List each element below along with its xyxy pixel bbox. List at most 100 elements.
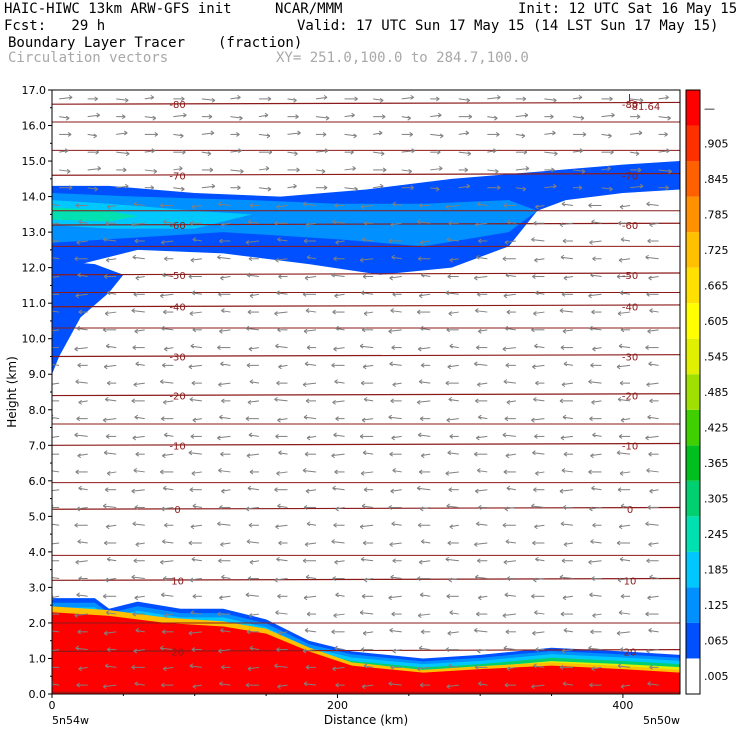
circulation-vector <box>132 611 145 617</box>
contour-label-right--30: -30 <box>622 352 638 363</box>
circulation-vector <box>52 558 60 563</box>
circulation-vector <box>230 148 242 154</box>
circulation-vector <box>160 379 174 385</box>
circulation-vector <box>474 451 488 457</box>
colorbar: .005 .065 .125 .185 .245 .305 .365 .425 .485 .545… <box>685 89 729 695</box>
circulation-vector <box>478 328 488 334</box>
circulation-vector <box>331 362 345 368</box>
circulation-vector <box>315 115 330 121</box>
circulation-vector <box>588 379 602 385</box>
circulation-vector <box>162 629 174 635</box>
circulation-vector <box>620 503 631 509</box>
circulation-vector <box>274 487 288 493</box>
circulation-vector <box>563 275 574 281</box>
circulation-vector <box>331 453 345 459</box>
circulation-vector <box>390 222 402 228</box>
circulation-vector <box>618 610 631 615</box>
y-tick-label: 7.0 <box>29 439 47 452</box>
circulation-vector <box>505 362 516 368</box>
circulation-vector <box>245 416 259 422</box>
valid-time: Valid: 17 UTC Sun 17 May 15 (14 LST Sun … <box>297 18 719 34</box>
circulation-vector <box>144 169 158 174</box>
circulation-vector <box>52 238 60 244</box>
circulation-vector <box>561 648 574 654</box>
circulation-vector <box>618 524 631 530</box>
circulation-vector <box>601 166 611 171</box>
circulation-vector <box>515 186 527 192</box>
circulation-vector <box>620 327 631 333</box>
circulation-vector <box>87 149 99 155</box>
circulation-vector <box>359 524 374 530</box>
circulation-vector <box>335 592 345 598</box>
circulation-vector <box>419 416 431 422</box>
circulation-vector <box>560 345 573 351</box>
circulation-vector <box>220 542 231 547</box>
circulation-vector <box>287 183 297 189</box>
circulation-vector <box>315 148 329 154</box>
circulation-vector <box>230 94 241 100</box>
circulation-vector <box>505 539 516 544</box>
circulation-vector <box>619 556 631 562</box>
circulation-vector <box>116 167 127 173</box>
circulation-vector <box>533 311 545 316</box>
circulation-vector <box>278 450 288 456</box>
circulation-vector <box>649 664 659 670</box>
circulation-vector <box>75 559 88 565</box>
circulation-vector <box>245 592 260 598</box>
circulation-vector <box>592 346 602 352</box>
x-tick-label: 200 <box>327 699 348 712</box>
cross-section-endpoints: XY= 251.0,100.0 to 284.7,100.0 <box>276 50 529 66</box>
circulation-vector <box>52 292 60 297</box>
circulation-vector <box>401 94 414 100</box>
circulation-vector <box>420 272 431 278</box>
y-tick-label: 12.0 <box>22 262 47 275</box>
circulation-vector <box>87 96 98 102</box>
circulation-vector <box>620 417 631 423</box>
circulation-vector <box>135 275 145 281</box>
circulation-vector <box>417 522 431 528</box>
circulation-vector <box>106 556 117 562</box>
circulation-vector <box>74 346 88 352</box>
circulation-vector <box>332 666 345 672</box>
circulation-vector <box>416 576 431 581</box>
circulation-vector <box>306 345 317 351</box>
circulation-vector <box>258 112 269 118</box>
circulation-vector <box>217 521 231 527</box>
circulation-vector <box>344 149 354 155</box>
circulation-vector <box>189 487 202 493</box>
circulation-vector <box>52 542 60 545</box>
circulation-vector <box>276 556 288 562</box>
circulation-vector <box>132 254 145 260</box>
circulation-vector <box>161 325 174 331</box>
circulation-vector <box>220 451 231 457</box>
circulation-vector <box>420 539 431 544</box>
forecast-hour: Fcst: 29 h <box>4 18 106 34</box>
circulation-vector <box>616 540 631 546</box>
circulation-vector <box>76 416 88 422</box>
circulation-vector <box>531 503 545 509</box>
circulation-vector <box>534 610 545 615</box>
circulation-vector <box>361 417 374 423</box>
org-label: NCAR/MMM <box>275 1 343 17</box>
circulation-vector <box>103 450 117 456</box>
circulation-vector <box>335 682 345 688</box>
circulation-vector <box>562 238 573 244</box>
circulation-vector <box>560 254 574 260</box>
circulation-vector <box>105 433 117 439</box>
circulation-vector <box>247 399 260 405</box>
circulation-vector <box>588 469 602 475</box>
circulation-vector <box>647 681 659 687</box>
circulation-vector <box>335 240 345 245</box>
circulation-vector <box>131 222 145 228</box>
circulation-vector <box>74 432 88 438</box>
colorbar-label: .905 <box>704 137 729 150</box>
circulation-vector <box>161 416 174 422</box>
circulation-vector <box>487 131 500 137</box>
circulation-vector <box>458 114 473 120</box>
circulation-vector <box>533 487 545 493</box>
circulation-vector <box>52 435 60 438</box>
circulation-vector <box>274 663 288 669</box>
circulation-vector <box>360 647 374 653</box>
circulation-vector <box>544 167 555 173</box>
circulation-vector <box>274 396 288 402</box>
